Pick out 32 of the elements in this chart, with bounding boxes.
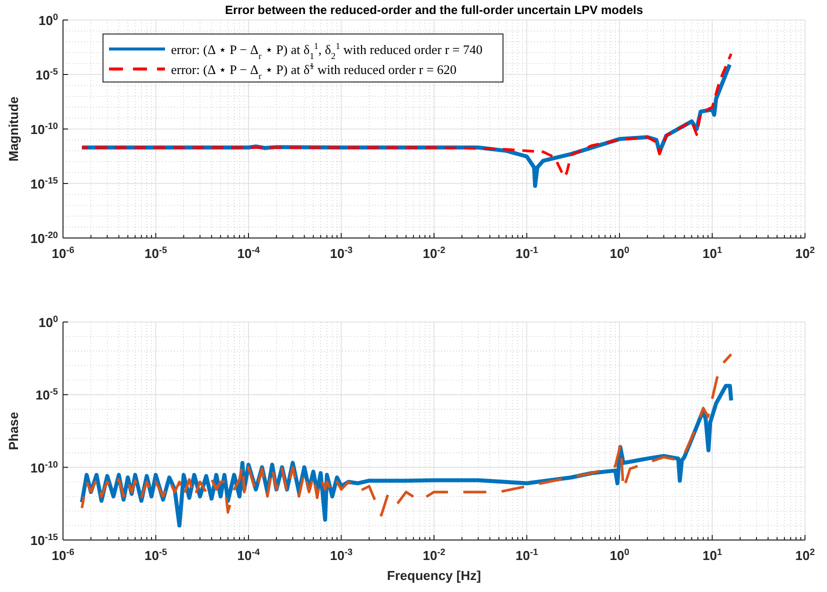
x-tick-label: 10$^{-4}$ — [237, 547, 261, 563]
x-tick-label: 10$^{-2}$ — [422, 547, 446, 563]
x-tick-label: 10$^{-5}$ — [144, 245, 168, 261]
x-tick-label: 10$^{-6}$ — [52, 245, 74, 261]
x-tick-label: 10$^{2}$ — [795, 547, 815, 563]
x-tick-label: 10$^{-4}$ — [237, 245, 261, 261]
y-tick-label: 10$^{0}$ — [38, 314, 58, 330]
x-tick-label: 10$^{2}$ — [795, 245, 815, 261]
text: error: (Δ ⋆ P − Δ$_{r}$ ⋆ P) at δ$_{1}$$^{1}$, δ$_{2}$$^{1}$ with reduced order r = 740 — [171, 41, 482, 61]
x-tick-label: 10$^{1}$ — [702, 245, 722, 261]
x-tick-label: 10$^{-5}$ — [144, 547, 168, 563]
y-tick-label: 10$^{-20}$ — [30, 230, 58, 246]
x-tick-label: 10$^{-3}$ — [330, 547, 353, 563]
x-tick-label: 10$^{0}$ — [610, 245, 630, 261]
y-tick-label: 10$^{-15}$ — [30, 176, 58, 192]
x-tick-label: 10$^{0}$ — [610, 547, 630, 563]
y-axis-title: Phase — [6, 412, 21, 450]
y-axis-title: Magnitude — [6, 96, 21, 162]
chart-title: Error between the reduced-order and the full-order uncertain LPV models — [224, 3, 644, 17]
y-tick-label: 10$^{-5}$ — [35, 386, 58, 403]
y-tick-label: 10$^{-15}$ — [30, 532, 58, 548]
y-tick-label: 10$^{0}$ — [38, 12, 58, 28]
x-tick-label: 10$^{-1}$ — [515, 547, 538, 563]
x-tick-label: 10$^{-3}$ — [330, 245, 353, 261]
x-axis-title: Frequency [Hz] — [387, 568, 481, 583]
y-tick-label: 10$^{-10}$ — [30, 121, 58, 137]
y-tick-label: 10$^{-10}$ — [30, 459, 58, 476]
x-tick-label: 10$^{-2}$ — [422, 245, 446, 261]
x-tick-label: 10$^{-1}$ — [515, 245, 538, 261]
x-tick-label: 10$^{-6}$ — [52, 547, 74, 563]
x-tick-label: 10$^{1}$ — [702, 547, 722, 563]
y-tick-label: 10$^{-5}$ — [35, 66, 58, 82]
